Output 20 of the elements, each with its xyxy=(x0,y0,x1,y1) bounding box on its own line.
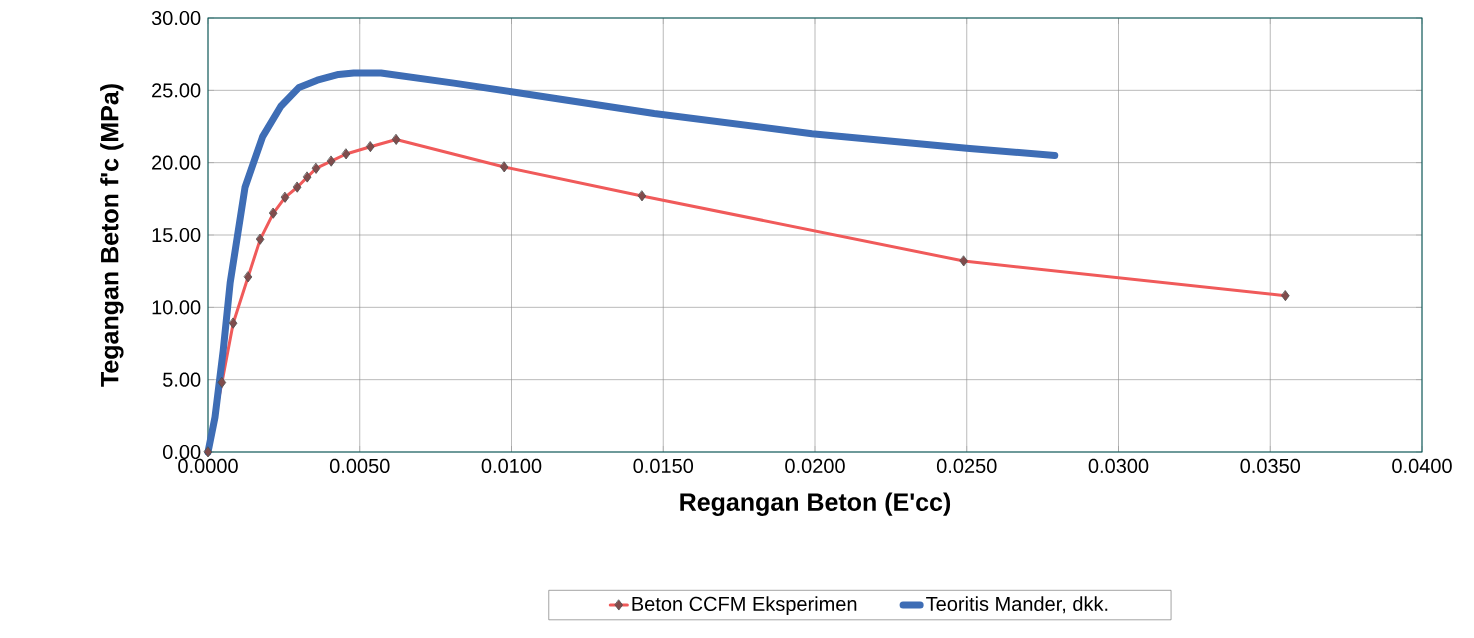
x-tick-label: 0.0050 xyxy=(329,458,390,474)
x-tick-label: 0.0000 xyxy=(178,458,238,474)
x-tick-label: 0.0200 xyxy=(785,458,845,474)
y-tick-label: 10.00 xyxy=(152,300,201,315)
y-tick-label: 25.00 xyxy=(152,83,201,98)
y-axis-title: Tegangan Beton f'c (MPa) xyxy=(100,84,124,387)
x-tick-label: 0.0400 xyxy=(1392,458,1452,474)
x-tick-label: 0.0100 xyxy=(481,458,542,474)
y-tick-label: 5.00 xyxy=(163,372,201,387)
x-tick-label: 0.0350 xyxy=(1240,458,1301,474)
x-axis-title: Regangan Beton (E'cc) xyxy=(680,492,951,516)
legend-label: Teoritis Mander, dkk. xyxy=(926,596,1108,614)
y-tick-label: 20.00 xyxy=(152,155,201,170)
legend-label: Beton CCFM Eksperimen xyxy=(632,596,857,615)
x-tick-label: 0.0150 xyxy=(633,458,694,474)
x-tick-label: 0.0250 xyxy=(936,458,997,474)
y-tick-label: 15.00 xyxy=(152,227,201,243)
y-tick-label: 30.00 xyxy=(151,10,201,26)
x-tick-label: 0.0300 xyxy=(1088,458,1149,474)
y-tick-label: 0.00 xyxy=(163,444,201,460)
